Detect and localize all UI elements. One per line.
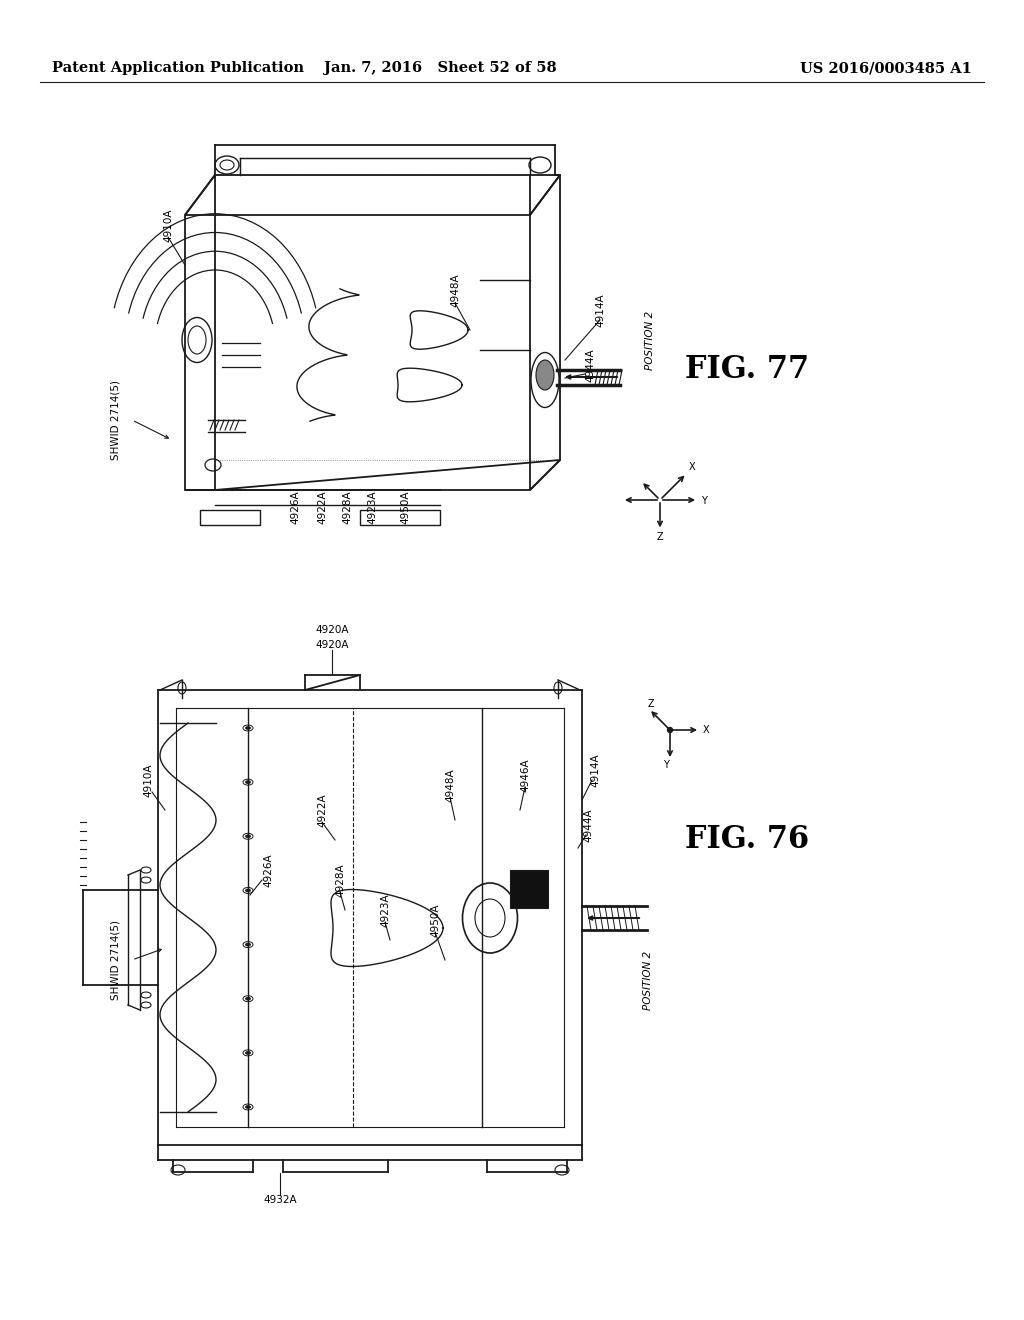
Ellipse shape bbox=[246, 1051, 251, 1055]
Text: 4920A: 4920A bbox=[315, 640, 349, 649]
Text: 4948A: 4948A bbox=[450, 273, 460, 306]
Text: SHWID 2714(5): SHWID 2714(5) bbox=[110, 380, 120, 459]
Ellipse shape bbox=[246, 780, 251, 784]
Text: 4910A: 4910A bbox=[143, 763, 153, 797]
Ellipse shape bbox=[246, 1106, 251, 1109]
Text: 4944A: 4944A bbox=[585, 348, 595, 381]
Text: X: X bbox=[688, 462, 695, 473]
Text: 4928A: 4928A bbox=[342, 490, 352, 524]
Text: 4948A: 4948A bbox=[445, 768, 455, 801]
Text: 4928A: 4928A bbox=[335, 863, 345, 896]
Text: 4950A: 4950A bbox=[430, 903, 440, 937]
Text: 4923A: 4923A bbox=[367, 490, 377, 524]
Text: 4914A: 4914A bbox=[595, 293, 605, 327]
Text: POSITION 2: POSITION 2 bbox=[643, 950, 653, 1010]
Text: X: X bbox=[703, 725, 710, 735]
Text: 4950A: 4950A bbox=[400, 490, 410, 524]
Ellipse shape bbox=[668, 727, 673, 733]
Text: 4926A: 4926A bbox=[263, 853, 273, 887]
Ellipse shape bbox=[246, 997, 251, 1001]
Text: Y: Y bbox=[701, 496, 707, 506]
Ellipse shape bbox=[246, 726, 251, 730]
Text: Z: Z bbox=[657, 532, 664, 543]
Text: Jan. 7, 2016   Sheet 52 of 58: Jan. 7, 2016 Sheet 52 of 58 bbox=[324, 61, 556, 75]
Ellipse shape bbox=[536, 360, 554, 389]
Text: 4946A: 4946A bbox=[520, 758, 530, 792]
Text: 4910A: 4910A bbox=[163, 209, 173, 242]
Bar bbox=[510, 870, 548, 908]
Text: FIG. 76: FIG. 76 bbox=[685, 825, 809, 855]
Text: Z: Z bbox=[647, 698, 654, 709]
Text: 4926A: 4926A bbox=[290, 490, 300, 524]
Text: 4920A: 4920A bbox=[315, 624, 349, 635]
Text: FIG. 77: FIG. 77 bbox=[685, 355, 809, 385]
Text: 4923A: 4923A bbox=[380, 894, 390, 927]
Text: POSITION 2: POSITION 2 bbox=[645, 310, 655, 370]
Text: 4922A: 4922A bbox=[317, 793, 327, 826]
Text: 4914A: 4914A bbox=[590, 754, 600, 787]
Text: 4944A: 4944A bbox=[583, 808, 593, 842]
Ellipse shape bbox=[246, 942, 251, 946]
Text: Y: Y bbox=[664, 760, 669, 770]
Text: 4922A: 4922A bbox=[317, 490, 327, 524]
Text: Patent Application Publication: Patent Application Publication bbox=[52, 61, 304, 75]
Text: 4932A: 4932A bbox=[263, 1195, 297, 1205]
Text: SHWID 2714(5): SHWID 2714(5) bbox=[110, 920, 120, 1001]
Text: US 2016/0003485 A1: US 2016/0003485 A1 bbox=[800, 61, 972, 75]
Ellipse shape bbox=[246, 888, 251, 892]
Ellipse shape bbox=[246, 834, 251, 838]
